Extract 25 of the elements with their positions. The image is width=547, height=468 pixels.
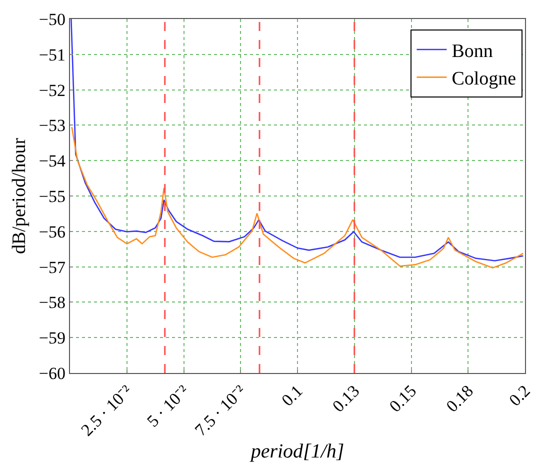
y-axis-title: dB/period/hour: [8, 137, 30, 254]
y-tick-label: −60: [38, 364, 66, 383]
line-series: [71, 126, 524, 269]
y-tick-label: −56: [38, 222, 66, 242]
y-tick-label: −53: [38, 116, 66, 136]
y-tick-label: −51: [38, 45, 66, 64]
y-tick-label: −55: [38, 186, 66, 206]
x-tick-label: 7.5 · 10⁻²: [191, 381, 250, 440]
x-tick-label: 5 · 10⁻²: [143, 381, 193, 431]
x-tick-label: 0.2: [505, 381, 534, 410]
y-tick-label: −50: [38, 10, 66, 29]
x-tick-label: 0.15: [386, 381, 420, 416]
y-tick-label: −54: [38, 152, 66, 171]
x-tick-label: 0.13: [328, 381, 364, 416]
x-tick-label: 2.5 · 10⁻²: [77, 381, 136, 440]
y-tick-label: −57: [38, 258, 66, 277]
line-series: [70, 19, 524, 262]
y-tick-label: −52: [38, 80, 66, 100]
y-tick-label: −58: [38, 293, 66, 312]
x-tick-label: 0.18: [442, 381, 477, 416]
x-axis-title: period[1/h]: [248, 440, 344, 462]
y-tick-label: −59: [38, 328, 66, 348]
legend-label: Cologne: [452, 68, 516, 90]
x-tick-label: 0.1: [278, 381, 306, 410]
legend-label: Bonn: [452, 40, 494, 62]
